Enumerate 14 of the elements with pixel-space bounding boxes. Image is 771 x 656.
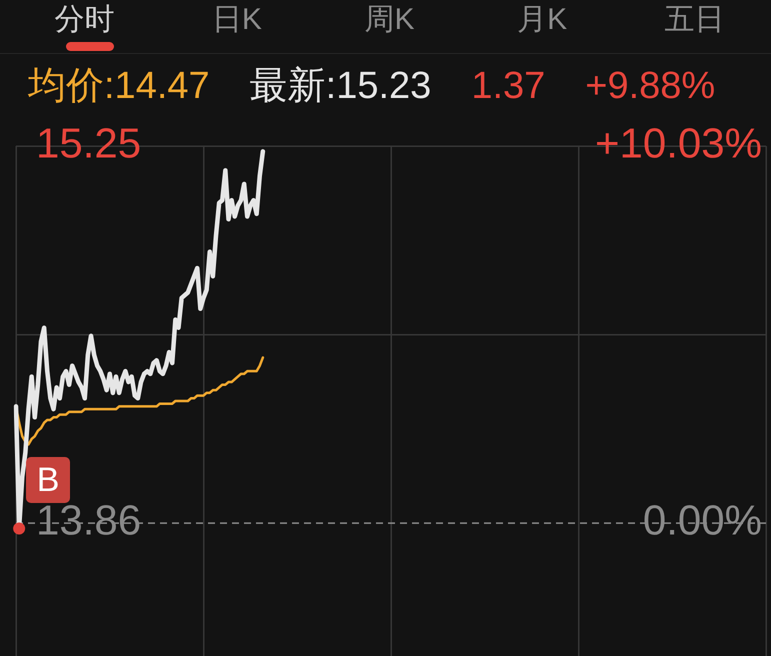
text: 五日 [664,3,725,36]
text: 1.37 [471,64,546,109]
text: 分时 [54,3,114,36]
text: 日K [212,3,262,36]
text: 月K [517,3,568,36]
text: +9.88% [585,64,716,109]
y-tick-label: 15.25 [36,120,142,167]
badge: B [26,456,70,502]
annotation: B [36,460,60,498]
text: 周K [364,3,414,36]
text: 均价:14.47 [28,64,210,109]
text: 最新:15.23 [250,64,432,109]
y2-tick-label: +10.03% [595,120,762,167]
y2-tick-label: 0.00% [642,496,762,544]
